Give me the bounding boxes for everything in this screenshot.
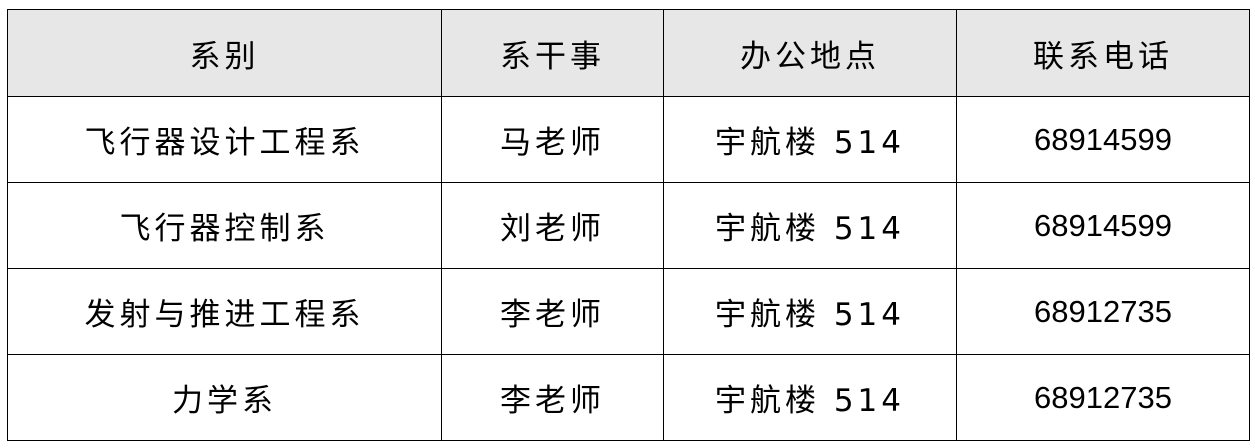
- header-secretary: 系干事: [441, 9, 664, 97]
- contact-table: 系别 系干事 办公地点 联系电话 飞行器设计工程系 马老师 宇航楼 514 68…: [7, 9, 1250, 441]
- phone-cell: 68912735: [956, 268, 1250, 355]
- secretary-cell: 刘老师: [441, 182, 664, 269]
- table-row: 发射与推进工程系 李老师 宇航楼 514 68912735: [7, 268, 1250, 355]
- header-department: 系别: [7, 9, 442, 97]
- secretary-cell: 李老师: [441, 354, 664, 441]
- office-cell: 宇航楼 514: [663, 354, 957, 441]
- table-row: 力学系 李老师 宇航楼 514 68912735: [7, 354, 1250, 441]
- header-office: 办公地点: [663, 9, 957, 97]
- phone-cell: 68914599: [956, 96, 1250, 183]
- table-row: 飞行器设计工程系 马老师 宇航楼 514 68914599: [7, 96, 1250, 183]
- department-cell: 飞行器控制系: [7, 182, 442, 269]
- department-cell: 力学系: [7, 354, 442, 441]
- office-cell: 宇航楼 514: [663, 96, 957, 183]
- office-cell: 宇航楼 514: [663, 182, 957, 269]
- secretary-cell: 马老师: [441, 96, 664, 183]
- header-row: 系别 系干事 办公地点 联系电话: [7, 9, 1250, 97]
- header-phone: 联系电话: [956, 9, 1250, 97]
- phone-cell: 68914599: [956, 182, 1250, 269]
- table-row: 飞行器控制系 刘老师 宇航楼 514 68914599: [7, 182, 1250, 269]
- department-cell: 飞行器设计工程系: [7, 96, 442, 183]
- secretary-cell: 李老师: [441, 268, 664, 355]
- office-cell: 宇航楼 514: [663, 268, 957, 355]
- phone-cell: 68912735: [956, 354, 1250, 441]
- department-cell: 发射与推进工程系: [7, 268, 442, 355]
